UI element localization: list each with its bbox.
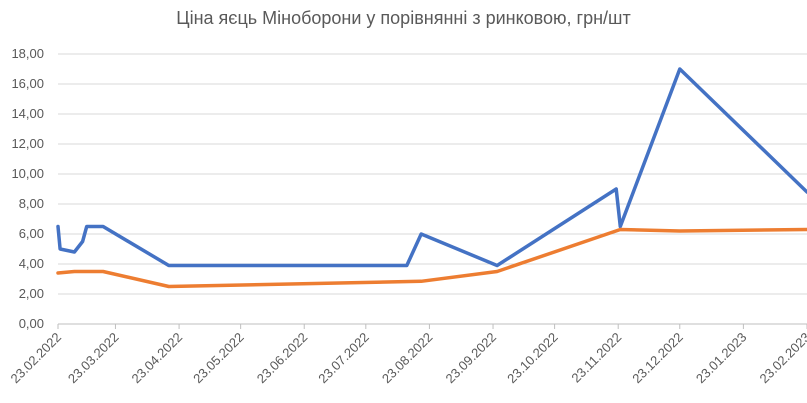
y-tick-label: 12,00 — [11, 136, 44, 151]
x-tick-label: 23.09.2022 — [443, 330, 500, 387]
x-tick-label: 23.12.2022 — [629, 330, 686, 387]
y-tick-label: 8,00 — [19, 196, 44, 211]
x-tick-label: 23.02.2023 — [756, 330, 807, 387]
series-group — [56, 67, 807, 289]
y-tick-label: 14,00 — [11, 106, 44, 121]
y-tick-label: 18,00 — [11, 46, 44, 61]
y-axis-ticks: 0,00 2,00 4,00 6,00 8,00 10,00 12,00 14,00 16,00… — [11, 46, 44, 331]
x-tick-label: 23.03.2022 — [65, 330, 122, 387]
y-tick-label: 2,00 — [19, 286, 44, 301]
x-tick-label: 23.10.2022 — [504, 330, 561, 387]
y-tick-label: 10,00 — [11, 166, 44, 181]
series-line-1 — [56, 67, 807, 268]
y-tick-label: 4,00 — [19, 256, 44, 271]
x-tick-label: 23.05.2022 — [190, 330, 247, 387]
x-tick-label: 23.07.2022 — [315, 330, 372, 387]
gridlines — [58, 53, 807, 295]
x-tick-label: 23.08.2022 — [379, 330, 436, 387]
x-tick-label: 23.04.2022 — [129, 330, 186, 387]
y-tick-label: 0,00 — [19, 316, 44, 331]
series-line-2 — [56, 227, 807, 289]
x-tick-label: 23.02.2022 — [7, 330, 64, 387]
x-tick-label: 23.06.2022 — [254, 330, 311, 387]
x-tick-label: 23.01.2023 — [693, 330, 750, 387]
x-tick-label: 23.11.2022 — [568, 330, 624, 386]
x-axis: 23.02.2022 23.03.2022 23.04.2022 23.05.2022… — [7, 323, 807, 387]
y-tick-label: 6,00 — [19, 226, 44, 241]
chart-title: Ціна яєць Міноборони у порівнянні з ринк… — [176, 8, 631, 28]
y-tick-label: 16,00 — [11, 76, 44, 91]
